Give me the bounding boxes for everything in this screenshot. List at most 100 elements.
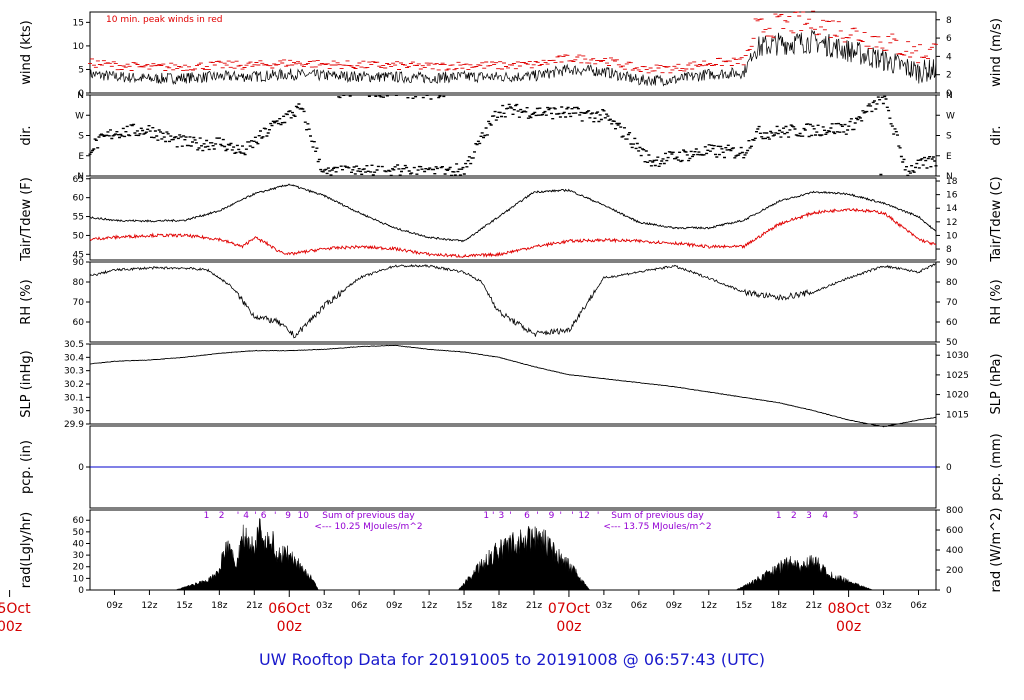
panel-frame xyxy=(89,261,937,343)
time-tick-label: 21z xyxy=(246,601,262,611)
right-axis-title: SLP (hPa) xyxy=(989,353,1004,414)
hour-mark-label: 1 xyxy=(776,511,782,521)
right-axis-title: Tair/Tdew (C) xyxy=(989,176,1004,262)
hour-mark-label: 10 xyxy=(298,511,310,521)
left-tick-label: 60 xyxy=(73,194,85,204)
time-tick-label: 09z xyxy=(106,601,122,611)
right-tick-label: 1030 xyxy=(946,351,969,361)
left-tick-label: 30.5 xyxy=(64,340,84,350)
left-tick-label: 30.3 xyxy=(64,367,84,377)
right-tick-label: 200 xyxy=(946,566,963,576)
right-tick-label: 16 xyxy=(946,191,958,201)
hour-mark-label: 6 xyxy=(261,511,267,521)
hour-mark-label: 1 xyxy=(204,511,210,521)
slp-line xyxy=(89,344,936,428)
hour-mark-label: 5 xyxy=(853,511,859,521)
hour-mark-label: ' xyxy=(254,511,256,521)
right-tick-label: 80 xyxy=(946,278,958,288)
panel-slp: 29.9 30 30.1 30.2 30.3 30.4 30.5 1015 1020 1025 10… xyxy=(19,340,1004,430)
left-tick-label: 40 xyxy=(73,539,85,549)
air-temp-line xyxy=(89,183,937,243)
time-tick-label: 21z xyxy=(806,601,822,611)
time-tick-label: 06z xyxy=(631,601,647,611)
daily-sum-title: Sum of previous day xyxy=(611,511,704,521)
right-tick-label: S xyxy=(946,132,952,142)
panel-frame xyxy=(89,94,937,177)
left-tick-label: 30.4 xyxy=(64,353,84,363)
panel-frame xyxy=(89,343,937,425)
left-tick-label: 20 xyxy=(73,563,85,573)
day-date-label: 05Oct xyxy=(0,601,31,617)
right-tick-label: 90 xyxy=(946,258,958,268)
left-tick-label: 10 xyxy=(73,42,85,52)
left-tick-label: 60 xyxy=(73,516,85,526)
right-tick-label: 0 xyxy=(946,89,952,99)
hour-mark-label: ' xyxy=(492,511,494,521)
left-tick-label: 10 xyxy=(73,574,85,584)
left-tick-label: 0 xyxy=(78,463,84,473)
left-axis-title: wind (kts) xyxy=(19,20,34,84)
left-axis-title: dir. xyxy=(19,125,34,145)
right-axis-title: wind (m/s) xyxy=(989,18,1004,87)
left-tick-label: 30 xyxy=(73,551,85,561)
right-tick-label: 60 xyxy=(946,318,958,328)
time-tick-label: 18z xyxy=(771,601,787,611)
left-tick-label: 29.9 xyxy=(64,420,84,430)
radiation-area-3 xyxy=(735,555,874,591)
left-tick-label: E xyxy=(78,152,84,162)
footer-title: UW Rooftop Data for 20191005 to 20191008… xyxy=(259,650,765,669)
right-tick-label: E xyxy=(946,152,952,162)
time-tick-label: 15z xyxy=(176,601,192,611)
hour-mark-label: 6 xyxy=(524,511,530,521)
left-tick-label: 5 xyxy=(78,65,84,75)
right-tick-label: 50 xyxy=(946,338,958,348)
left-tick-label: 65 xyxy=(73,175,84,185)
hour-mark-label: 4 xyxy=(243,511,249,521)
right-tick-label: 1025 xyxy=(946,371,969,381)
right-tick-label: 8 xyxy=(946,245,952,255)
left-axis-title: rad(Lgly/hr) xyxy=(19,512,34,588)
right-tick-label: 1020 xyxy=(946,391,969,401)
panel-frame xyxy=(89,11,937,94)
panel-rh: 60 70 80 90 50 60 70 80 90 RH (%) RH (%) xyxy=(19,258,1004,348)
time-tick-label: 03z xyxy=(875,601,891,611)
left-tick-label: 0 xyxy=(78,89,84,99)
left-tick-label: 60 xyxy=(73,318,85,328)
hour-mark-label: ' xyxy=(237,511,239,521)
left-tick-label: 0 xyxy=(78,586,84,596)
hour-mark-label: ' xyxy=(274,511,276,521)
time-tick-label: 06z xyxy=(351,601,367,611)
time-tick-label: 06z xyxy=(910,601,926,611)
right-tick-label: 600 xyxy=(946,526,963,536)
hour-mark-label: 1 xyxy=(483,511,489,521)
right-tick-label: 8 xyxy=(946,16,952,26)
rh-line xyxy=(89,263,937,339)
right-tick-label: 70 xyxy=(946,298,958,308)
right-axis-title: dir. xyxy=(989,125,1004,145)
hour-mark-label: 3 xyxy=(806,511,812,521)
time-axis: 09z 12z 15z 18z 21z 03z 06z 09z 12z 15z 18z 21z 03z 0… xyxy=(0,590,927,635)
hour-mark-label: ' xyxy=(597,511,599,521)
left-tick-label: 50 xyxy=(73,231,85,241)
left-axis-title: Tair/Tdew (F) xyxy=(19,177,34,262)
time-tick-label: 03z xyxy=(596,601,612,611)
time-tick-label: 18z xyxy=(211,601,227,611)
panel-pcp: 0 0 pcp. (in) pcp. (mm) xyxy=(19,425,1004,509)
daily-sum-title: Sum of previous day xyxy=(322,511,415,521)
hour-mark-label: ' xyxy=(560,511,562,521)
daily-sum-value: <--- 13.75 MJoules/m^2 xyxy=(603,522,711,532)
direction-marks xyxy=(88,94,938,177)
left-tick-label: 70 xyxy=(73,298,85,308)
left-tick-label: N xyxy=(77,172,84,182)
peak-wind-note: 10 min. peak winds in red xyxy=(106,15,223,25)
panel-tair-tdew: 45 50 55 60 65 8 10 12 14 16 18 Tair/Tdew (F) Tair/T… xyxy=(19,175,1004,263)
left-tick-label: 30 xyxy=(73,407,85,417)
left-axis-title: pcp. (in) xyxy=(19,440,34,494)
hour-mark-label: 2 xyxy=(219,511,225,521)
right-tick-label: 1015 xyxy=(946,410,969,420)
time-tick-label: 12z xyxy=(141,601,157,611)
time-tick-label: 03z xyxy=(316,601,332,611)
